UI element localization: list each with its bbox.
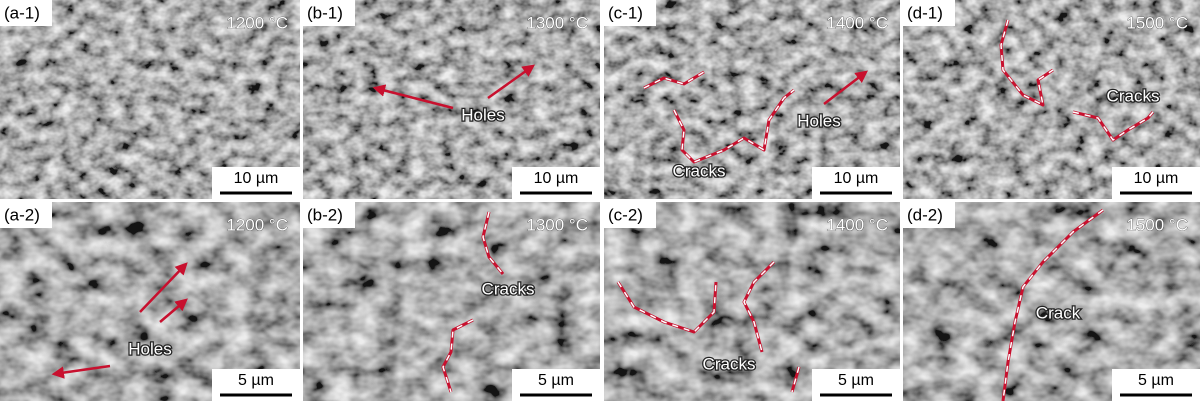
scale-label: 5 µm (838, 372, 874, 389)
temperature: 1200 °C (226, 13, 288, 32)
temperature: 1500 °C (1126, 13, 1188, 32)
panel: (b-1) 1300 °C 10 µm Holes (303, 0, 600, 199)
panel-label: (d-1) (907, 3, 943, 22)
panel: (a-2) 1200 °C 5 µm Holes (0, 202, 300, 401)
sem-figure: (a-1)1200 °C10 µm(b-1)1300 °C10 µmHoles(… (0, 0, 1200, 401)
panel: (c-1) 1400 °C 10 µm Cracks Holes (604, 0, 900, 199)
annotation: Cracks (1107, 86, 1160, 105)
scale-label: 10 µm (834, 170, 879, 187)
temperature: 1300 °C (526, 215, 588, 234)
temperature: 1300 °C (526, 13, 588, 32)
panel: (d-1) 1500 °C 10 µm Cracks (903, 0, 1200, 199)
temperature: 1500 °C (1126, 215, 1188, 234)
annotation: Holes (461, 105, 504, 124)
scale-label: 10 µm (234, 170, 279, 187)
panel: (c-2) 1400 °C 5 µm Cracks (604, 202, 900, 401)
temperature: 1400 °C (826, 215, 888, 234)
scale-label: 10 µm (1134, 170, 1179, 187)
scale-label: 5 µm (538, 372, 574, 389)
panel-label: (d-2) (907, 205, 943, 224)
panel-label: (b-2) (307, 205, 343, 224)
panel: (b-2) 1300 °C 5 µm Cracks (303, 202, 600, 401)
panel: (d-2) 1500 °C 5 µm Crack (903, 202, 1200, 401)
panel-label: (a-1) (4, 3, 40, 22)
panel-label: (c-2) (608, 205, 643, 224)
annotation: Cracks (673, 161, 726, 180)
temperature: 1200 °C (226, 215, 288, 234)
panel-label: (b-1) (307, 3, 343, 22)
scale-label: 5 µm (1138, 372, 1174, 389)
temperature: 1400 °C (826, 13, 888, 32)
scale-label: 5 µm (238, 372, 274, 389)
annotation: Cracks (482, 279, 535, 298)
panel-label: (c-1) (608, 3, 643, 22)
annotation: Cracks (703, 354, 756, 373)
panel-label: (a-2) (4, 205, 40, 224)
panel: (a-1) 1200 °C 10 µm (0, 0, 300, 199)
annotation: Holes (797, 111, 840, 130)
scale-label: 10 µm (534, 170, 579, 187)
annotation: Crack (1036, 303, 1081, 322)
annotation: Holes (128, 339, 171, 358)
